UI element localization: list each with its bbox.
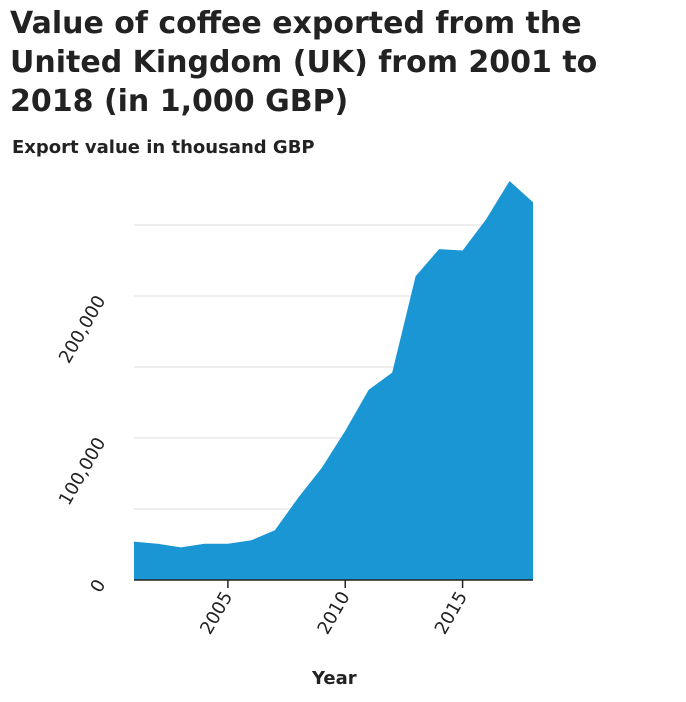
chart-title: Value of coffee exported from the United… bbox=[10, 6, 598, 119]
x-tick-label: 2015 bbox=[431, 588, 472, 638]
y-tick-label: 0 bbox=[86, 576, 110, 596]
x-axis-ticks: 2005 2010 2015 bbox=[196, 580, 472, 638]
area-series bbox=[134, 180, 533, 581]
x-axis-label: Year bbox=[312, 668, 357, 689]
y-axis-ticks: 0 100,000 200,000 bbox=[55, 292, 110, 596]
y-tick-label: 200,000 bbox=[55, 292, 110, 367]
y-axis-label: Export value in thousand GBP bbox=[12, 137, 315, 158]
x-tick-label: 2005 bbox=[196, 588, 237, 638]
x-tick-label: 2010 bbox=[313, 588, 354, 638]
y-tick-label: 100,000 bbox=[55, 434, 110, 509]
